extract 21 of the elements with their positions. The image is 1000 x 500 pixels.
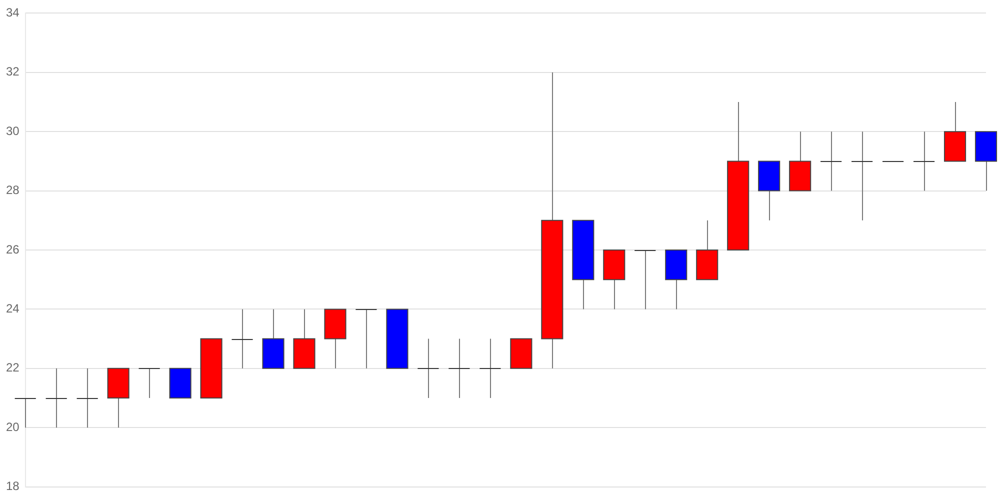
candlestick	[448, 338, 470, 398]
candlestick	[355, 308, 378, 369]
candlestick	[231, 308, 254, 369]
y-tick-label: 34	[6, 6, 20, 20]
candlestick	[820, 131, 842, 192]
y-tick-label: 28	[6, 183, 20, 198]
y-tick-label: 26	[6, 242, 20, 256]
y-tick-label: 24	[6, 302, 20, 316]
candlestick	[851, 131, 874, 221]
y-tick-label: 22	[6, 360, 20, 375]
y-tick-label: 32	[6, 64, 20, 79]
candlestick	[912, 131, 936, 192]
candlestick	[76, 368, 98, 428]
candlestick	[634, 250, 656, 310]
y-tick-label: 18	[6, 479, 20, 494]
y-tick-label: 20	[6, 420, 20, 434]
y-tick-label: 30	[6, 124, 20, 138]
candlestick	[138, 368, 160, 398]
candlestick	[45, 368, 68, 428]
candlestick	[417, 338, 440, 398]
candlestick	[479, 338, 502, 398]
